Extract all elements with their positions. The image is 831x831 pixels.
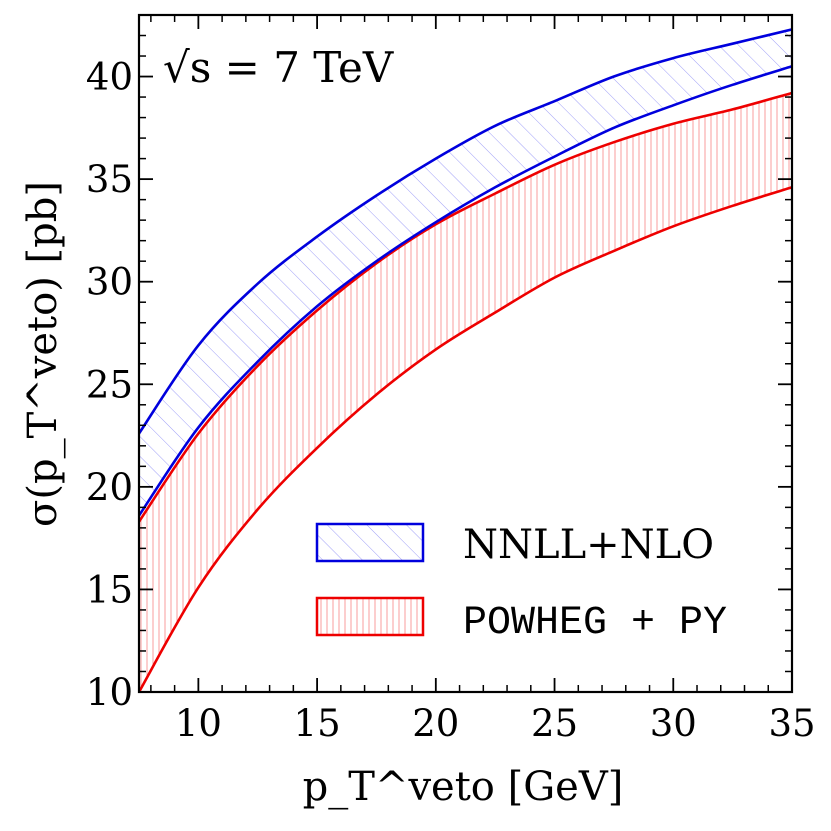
y-tick-label: 30 (86, 261, 133, 304)
legend: NNLL+NLO POWHEG + PY (315, 522, 727, 646)
band-fill-powheg-py (139, 93, 792, 692)
legend-label-nnll-nlo: NNLL+NLO (463, 522, 714, 568)
y-tick-label: 15 (86, 568, 133, 611)
plot-frame (137, 13, 794, 694)
y-tick-label: 20 (86, 466, 133, 509)
band-lower-line-powheg-py (139, 186, 792, 692)
band-upper-line-nnll-nlo (139, 28, 792, 435)
x-tick-label: 35 (768, 702, 815, 745)
energy-annotation: √s = 7 TeV (163, 43, 394, 92)
legend-swatch-nnll-nlo (315, 522, 425, 563)
y-axis-title: σ(p_T^veto) [pb] (20, 181, 66, 527)
legend-swatch-powheg-py (315, 596, 425, 637)
x-tick-label: 30 (650, 702, 697, 745)
x-tick-label: 15 (294, 702, 341, 745)
x-axis-title: p_T^veto [GeV] (303, 764, 624, 810)
y-tick-label: 10 (86, 671, 133, 714)
band-lower-line-nnll-nlo (139, 65, 792, 517)
y-tick-label: 35 (86, 158, 133, 201)
legend-label-powheg-py: POWHEG + PY (463, 601, 727, 646)
x-tick-label: 20 (412, 702, 459, 745)
band-upper-line-powheg-py (139, 91, 792, 523)
y-tick-label: 40 (86, 56, 133, 99)
band-fill-nnll-nlo (139, 29, 792, 516)
x-tick-label: 10 (175, 702, 222, 745)
y-tick-label: 25 (86, 363, 133, 406)
x-tick-label: 25 (531, 702, 578, 745)
